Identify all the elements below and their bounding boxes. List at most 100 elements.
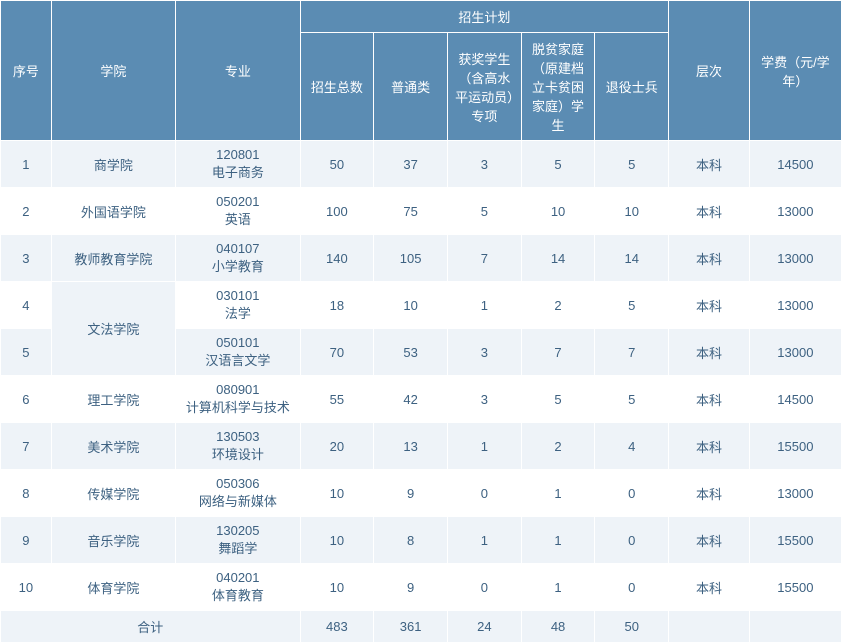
cell-normal: 53 <box>374 329 448 376</box>
cell-award: 1 <box>447 517 521 564</box>
cell-major: 130503环境设计 <box>176 423 300 470</box>
enrollment-table: 序号 学院 专业 招生计划 层次 学费（元/学年） 招生总数 普通类 获奖学生（… <box>0 0 842 643</box>
major-code: 120801 <box>180 147 295 162</box>
major-name: 环境设计 <box>180 444 295 463</box>
cell-fee: 13000 <box>749 188 841 235</box>
cell-poverty: 14 <box>521 235 595 282</box>
cell-veteran: 5 <box>595 141 669 188</box>
cell-seq: 3 <box>1 235 52 282</box>
cell-fee: 13000 <box>749 235 841 282</box>
cell-major: 040201体育教育 <box>176 564 300 611</box>
major-code: 080901 <box>180 382 295 397</box>
cell-fee: 15500 <box>749 517 841 564</box>
cell-fee: 15500 <box>749 564 841 611</box>
cell-college: 教师教育学院 <box>51 235 175 282</box>
cell-poverty: 5 <box>521 376 595 423</box>
col-plan-award-header: 获奖学生（含高水平运动员）专项 <box>447 33 521 141</box>
cell-normal: 75 <box>374 188 448 235</box>
cell-college: 传媒学院 <box>51 470 175 517</box>
major-code: 050101 <box>180 335 295 350</box>
cell-level: 本科 <box>669 188 750 235</box>
cell-award: 0 <box>447 470 521 517</box>
cell-award: 1 <box>447 423 521 470</box>
cell-normal: 9 <box>374 470 448 517</box>
major-name: 体育教育 <box>180 585 295 604</box>
cell-fee: 13000 <box>749 282 841 329</box>
col-plan-normal-header: 普通类 <box>374 33 448 141</box>
cell-total: 18 <box>300 282 374 329</box>
cell-seq: 9 <box>1 517 52 564</box>
cell-level: 本科 <box>669 235 750 282</box>
cell-total: 50 <box>300 141 374 188</box>
major-code: 050201 <box>180 194 295 209</box>
cell-total: 100 <box>300 188 374 235</box>
cell-seq: 7 <box>1 423 52 470</box>
cell-seq: 10 <box>1 564 52 611</box>
cell-level: 本科 <box>669 376 750 423</box>
cell-poverty: 1 <box>521 564 595 611</box>
cell-college: 音乐学院 <box>51 517 175 564</box>
cell-poverty: 1 <box>521 470 595 517</box>
major-code: 130503 <box>180 429 295 444</box>
cell-major: 120801电子商务 <box>176 141 300 188</box>
cell-veteran: 5 <box>595 376 669 423</box>
cell-veteran: 0 <box>595 470 669 517</box>
cell-college: 体育学院 <box>51 564 175 611</box>
cell-seq: 8 <box>1 470 52 517</box>
cell-college: 文法学院 <box>51 282 175 376</box>
cell-seq: 6 <box>1 376 52 423</box>
cell-total: 10 <box>300 564 374 611</box>
cell-award: 5 <box>447 188 521 235</box>
col-seq-header: 序号 <box>1 1 52 141</box>
cell-level: 本科 <box>669 423 750 470</box>
major-name: 网络与新媒体 <box>180 491 295 510</box>
cell-veteran: 5 <box>595 282 669 329</box>
table-row: 9音乐学院130205舞蹈学108110本科15500 <box>1 517 842 564</box>
cell-level: 本科 <box>669 282 750 329</box>
col-plan-total-header: 招生总数 <box>300 33 374 141</box>
col-plan-poverty-header: 脱贫家庭（原建档立卡贫困家庭）学生 <box>521 33 595 141</box>
cell-major: 050101汉语言文学 <box>176 329 300 376</box>
cell-normal: 105 <box>374 235 448 282</box>
table-row: 7美术学院130503环境设计2013124本科15500 <box>1 423 842 470</box>
major-code: 050306 <box>180 476 295 491</box>
col-college-header: 学院 <box>51 1 175 141</box>
cell-seq: 5 <box>1 329 52 376</box>
major-name: 英语 <box>180 209 295 228</box>
col-plan-veteran-header: 退役士兵 <box>595 33 669 141</box>
major-name: 汉语言文学 <box>180 350 295 369</box>
cell-award: 1 <box>447 282 521 329</box>
cell-level: 本科 <box>669 141 750 188</box>
cell-seq: 2 <box>1 188 52 235</box>
cell-poverty: 2 <box>521 282 595 329</box>
cell-total: 10 <box>300 517 374 564</box>
cell-college: 商学院 <box>51 141 175 188</box>
cell-poverty: 7 <box>521 329 595 376</box>
table-row: 3教师教育学院040107小学教育14010571414本科13000 <box>1 235 842 282</box>
cell-veteran: 0 <box>595 517 669 564</box>
table-row: 8传媒学院050306网络与新媒体109010本科13000 <box>1 470 842 517</box>
cell-normal: 42 <box>374 376 448 423</box>
cell-normal: 13 <box>374 423 448 470</box>
cell-total: 20 <box>300 423 374 470</box>
col-fee-header: 学费（元/学年） <box>749 1 841 141</box>
cell-normal: 8 <box>374 517 448 564</box>
cell-poverty: 10 <box>521 188 595 235</box>
cell-fee: 13000 <box>749 470 841 517</box>
cell-level: 本科 <box>669 517 750 564</box>
cell-major: 130205舞蹈学 <box>176 517 300 564</box>
cell-total: 70 <box>300 329 374 376</box>
cell-veteran: 14 <box>595 235 669 282</box>
table-row: 1商学院120801电子商务5037355本科14500 <box>1 141 842 188</box>
cell-poverty: 1 <box>521 517 595 564</box>
cell-seq: 4 <box>1 282 52 329</box>
major-name: 小学教育 <box>180 256 295 275</box>
cell-fee: 13000 <box>749 329 841 376</box>
cell-level: 本科 <box>669 470 750 517</box>
cell-normal: 9 <box>374 564 448 611</box>
cell-major: 050201英语 <box>176 188 300 235</box>
major-name: 舞蹈学 <box>180 538 295 557</box>
cell-award: 3 <box>447 141 521 188</box>
cell-award: 0 <box>447 564 521 611</box>
cell-fee: 15500 <box>749 423 841 470</box>
